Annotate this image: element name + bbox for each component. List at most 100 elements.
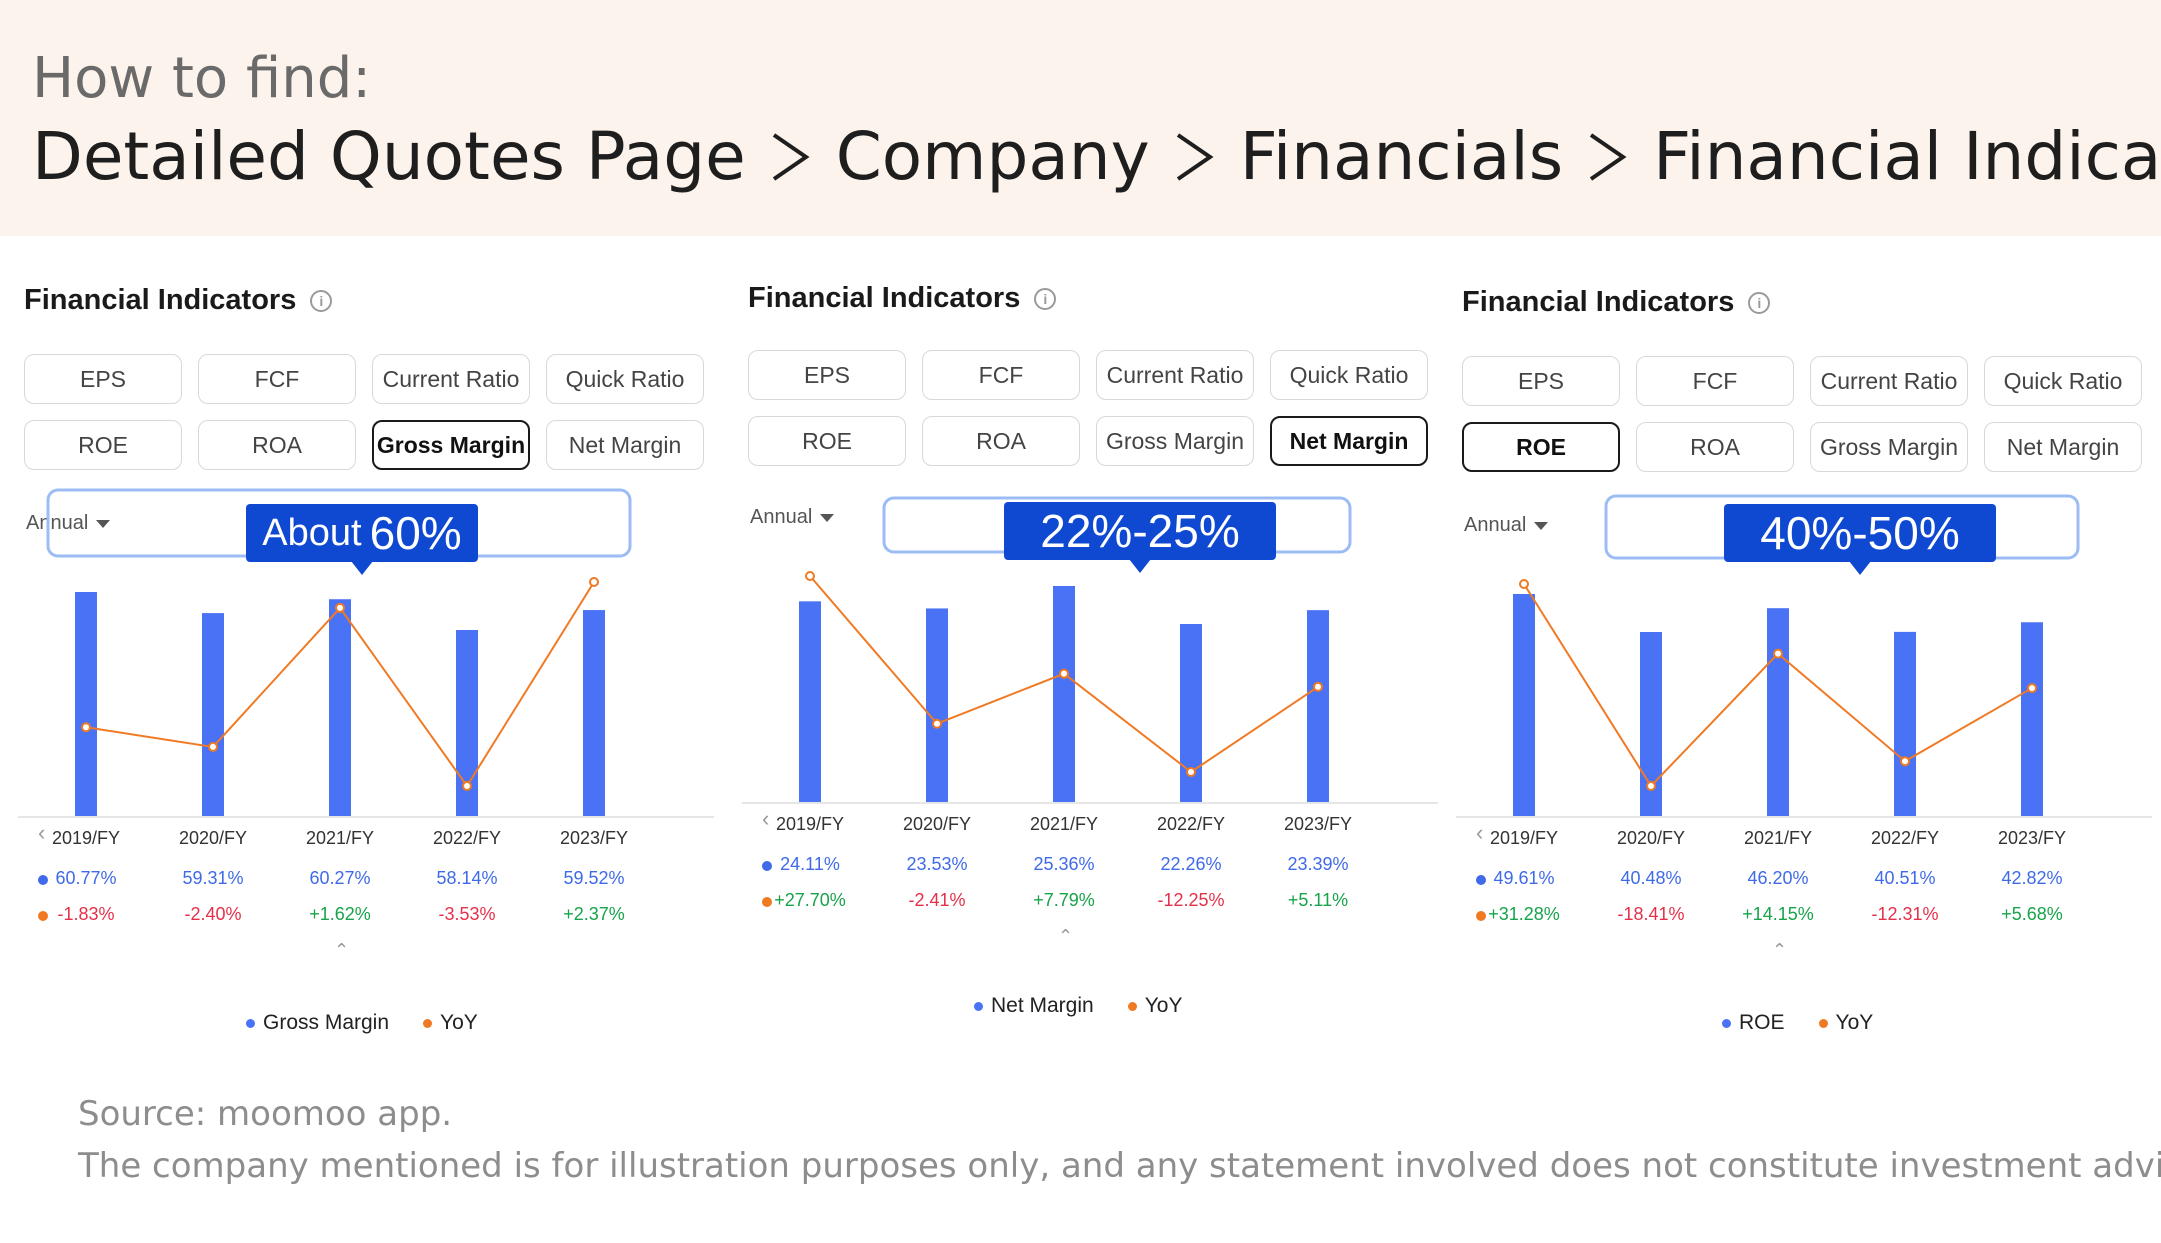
- tab-current-ratio[interactable]: Current Ratio: [1096, 350, 1254, 400]
- tab-eps[interactable]: EPS: [748, 350, 906, 400]
- value-label: 59.52%: [563, 868, 625, 888]
- value-label: 59.31%: [182, 868, 244, 888]
- tab-fcf[interactable]: FCF: [1636, 356, 1794, 406]
- header-banner: How to find: Detailed Quotes Page Compan…: [0, 0, 2161, 236]
- series-dot-icon: [38, 875, 48, 885]
- tab-net-margin[interactable]: Net Margin: [1270, 416, 1428, 466]
- legend-item[interactable]: Net Margin: [974, 994, 1094, 1018]
- bar-2023/FY: [583, 610, 605, 816]
- yoy-dot-icon: [1476, 911, 1486, 921]
- bar-2019/FY: [1513, 594, 1535, 816]
- tab-roe[interactable]: ROE: [1462, 422, 1620, 472]
- yoy-label: +27.70%: [774, 890, 846, 910]
- tab-roa[interactable]: ROA: [1636, 422, 1794, 472]
- yoy-label: +5.68%: [2001, 904, 2063, 924]
- period-dropdown[interactable]: Annual: [1464, 514, 1549, 537]
- callout-value: 60%: [369, 507, 462, 559]
- tab-roa[interactable]: ROA: [922, 416, 1080, 466]
- path-step-financials: Financials: [1239, 118, 1564, 195]
- panel-title-text: Financial Indicators: [748, 282, 1021, 314]
- value-label: 40.51%: [1874, 868, 1936, 888]
- legend-item[interactable]: YoY: [1127, 994, 1182, 1018]
- legend-dot-icon: [1722, 1018, 1731, 1028]
- scroll-left-icon[interactable]: ‹: [762, 806, 770, 831]
- legend-item[interactable]: Gross Margin: [246, 1011, 389, 1035]
- year-label: 2021/FY: [305, 828, 375, 848]
- chart-legend: Net Margin YoY: [974, 994, 1182, 1018]
- indicator-chart: [18, 488, 714, 818]
- year-label: 2022/FY: [432, 828, 502, 848]
- tab-quick-ratio[interactable]: Quick Ratio: [1270, 350, 1428, 400]
- value-label: 24.11%: [780, 854, 840, 874]
- bar-2023/FY: [1307, 610, 1329, 802]
- value-label: 23.39%: [1287, 854, 1349, 874]
- yoy-point-2020/FY: [932, 718, 942, 729]
- tab-net-margin[interactable]: Net Margin: [1984, 422, 2142, 472]
- callout-value: 22%-25%: [1040, 505, 1240, 557]
- navigation-path: Detailed Quotes Page Company Financials …: [32, 118, 2161, 195]
- chevron-right-icon: [1589, 132, 1627, 181]
- tab-fcf[interactable]: FCF: [922, 350, 1080, 400]
- tab-roa[interactable]: ROA: [198, 420, 356, 470]
- tab-fcf[interactable]: FCF: [198, 354, 356, 404]
- collapse-up-icon[interactable]: ⌃: [1772, 940, 1788, 960]
- tab-gross-margin[interactable]: Gross Margin: [1096, 416, 1254, 466]
- tab-current-ratio[interactable]: Current Ratio: [372, 354, 530, 404]
- tab-gross-margin[interactable]: Gross Margin: [1810, 422, 1968, 472]
- legend-item[interactable]: ROE: [1722, 1011, 1785, 1035]
- info-icon[interactable]: i: [1034, 287, 1057, 310]
- bar-2020/FY: [202, 613, 224, 816]
- indicator-chart: [1456, 494, 2152, 818]
- tab-quick-ratio[interactable]: Quick Ratio: [1984, 356, 2142, 406]
- scroll-left-icon[interactable]: ‹: [38, 820, 46, 845]
- tab-quick-ratio[interactable]: Quick Ratio: [546, 354, 704, 404]
- range-callout: 40%-50%: [1724, 504, 1996, 575]
- scroll-left-icon[interactable]: ‹: [1476, 820, 1484, 845]
- tab-roe[interactable]: ROE: [748, 416, 906, 466]
- path-step-financial-indicators: Financial Indicators: [1653, 118, 2161, 195]
- collapse-up-icon[interactable]: ⌃: [334, 940, 350, 960]
- chevron-right-icon: [772, 132, 810, 181]
- bar-2019/FY: [75, 592, 97, 816]
- tab-roe[interactable]: ROE: [24, 420, 182, 470]
- legend-item[interactable]: YoY: [423, 1011, 478, 1035]
- yoy-dot-icon: [38, 911, 48, 921]
- yoy-label: +7.79%: [1033, 890, 1095, 910]
- year-label: 2021/FY: [1743, 828, 1813, 848]
- yoy-point-2023/FY: [1313, 681, 1323, 692]
- collapse-up-icon[interactable]: ⌃: [1058, 926, 1074, 946]
- legend-item[interactable]: YoY: [1818, 1011, 1873, 1035]
- tab-eps[interactable]: EPS: [24, 354, 182, 404]
- period-dropdown[interactable]: Annual: [26, 512, 111, 535]
- legend-label: Net Margin: [991, 994, 1094, 1017]
- yoy-label: +2.37%: [563, 904, 625, 924]
- tab-net-margin[interactable]: Net Margin: [546, 420, 704, 470]
- bar-2021/FY: [1053, 586, 1075, 802]
- bar-2022/FY: [1894, 631, 1916, 816]
- year-label: 2023/FY: [559, 828, 629, 848]
- value-label: 42.82%: [2001, 868, 2063, 888]
- tab-gross-margin[interactable]: Gross Margin: [372, 420, 530, 470]
- range-callout: About 60%: [246, 504, 478, 575]
- legend-label: YoY: [440, 1011, 478, 1034]
- yoy-point-2021/FY: [1773, 648, 1783, 659]
- yoy-dot-icon: [762, 897, 772, 907]
- yoy-point-2022/FY: [1186, 767, 1196, 777]
- info-icon[interactable]: i: [1748, 291, 1771, 314]
- range-callout: 22%-25%: [1004, 502, 1276, 573]
- value-label: 22.26%: [1160, 854, 1222, 874]
- yoy-point-2022/FY: [1900, 756, 1910, 767]
- year-label: 2019/FY: [51, 828, 121, 848]
- callout-value: 40%-50%: [1760, 507, 1960, 559]
- chart-legend: Gross Margin YoY: [246, 1011, 478, 1035]
- info-icon[interactable]: i: [310, 289, 333, 312]
- yoy-point-2023/FY: [589, 577, 599, 587]
- yoy-label: -12.31%: [1871, 904, 1939, 924]
- tab-current-ratio[interactable]: Current Ratio: [1810, 356, 1968, 406]
- tab-eps[interactable]: EPS: [1462, 356, 1620, 406]
- legend-dot-icon: [974, 1001, 983, 1011]
- period-dropdown[interactable]: Annual: [750, 506, 835, 529]
- source-note: Source: moomoo app.: [78, 1094, 453, 1134]
- yoy-point-2021/FY: [1059, 668, 1069, 679]
- panel-title: Financial Indicators i: [24, 284, 333, 317]
